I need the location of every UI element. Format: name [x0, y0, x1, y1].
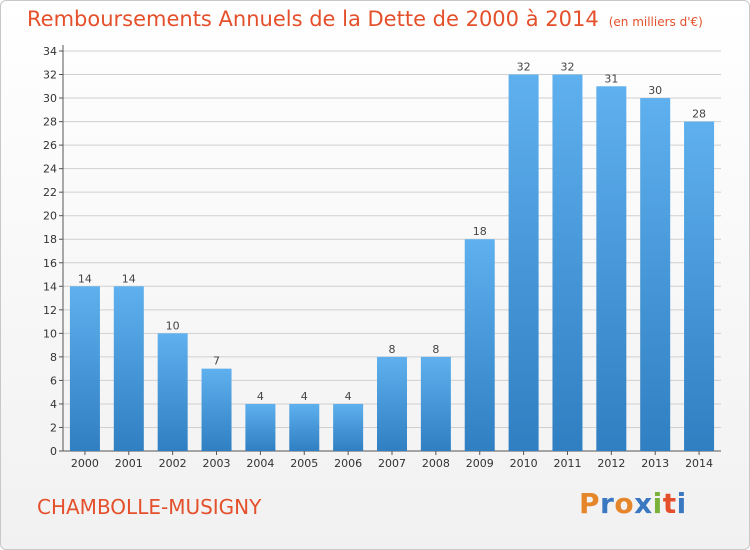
value-label-2011: 32 — [560, 61, 574, 74]
y-tick-label: 18 — [43, 233, 57, 246]
value-label-2005: 4 — [301, 390, 308, 403]
data-labels: 14 14 10 7 4 4 4 8 8 18 32 32 31 30 28 — [78, 61, 706, 403]
x-tick-label-2011: 2011 — [553, 457, 581, 470]
bar-2001 — [113, 286, 144, 451]
value-label-2001: 14 — [122, 272, 136, 285]
x-tick-label-2008: 2008 — [422, 457, 450, 470]
y-tick-label: 26 — [43, 139, 57, 152]
x-tick-label-2005: 2005 — [290, 457, 318, 470]
y-tick-label: 0 — [50, 445, 57, 458]
bar-2003 — [201, 368, 232, 451]
y-tick-label: 8 — [50, 351, 57, 364]
chart-title-unit: (en milliers d'€) — [608, 15, 703, 29]
bar-2005 — [289, 403, 320, 451]
y-tick-label: 34 — [43, 45, 57, 58]
x-tick-label-2010: 2010 — [510, 457, 538, 470]
x-tick-label-2000: 2000 — [71, 457, 99, 470]
x-tick-label-2009: 2009 — [466, 457, 494, 470]
y-tick-label: 12 — [43, 304, 57, 317]
value-label-2012: 31 — [604, 72, 618, 85]
y-tick-label: 30 — [43, 92, 57, 105]
value-label-2014: 28 — [692, 108, 706, 121]
bar-2004 — [245, 403, 276, 451]
bar-2014 — [684, 121, 715, 452]
y-tick-label: 4 — [50, 398, 57, 411]
x-tick-label-2006: 2006 — [334, 457, 362, 470]
bar-2011 — [552, 74, 583, 451]
y-tick-label: 20 — [43, 210, 57, 223]
value-label-2003: 7 — [213, 355, 220, 368]
logo-letter: i — [652, 487, 663, 520]
logo-letter: r — [600, 487, 615, 520]
value-label-2000: 14 — [78, 272, 92, 285]
logo-letter: o — [614, 487, 635, 520]
bar-2012 — [596, 86, 627, 451]
x-tick-label-2007: 2007 — [378, 457, 406, 470]
proxiti-logo: Proxiti — [579, 487, 687, 520]
bar-2008 — [420, 356, 451, 451]
value-label-2008: 8 — [432, 343, 439, 356]
y-tick-label: 22 — [43, 186, 57, 199]
logo-letter: P — [579, 487, 601, 520]
bar-2006 — [333, 403, 364, 451]
chart-title-main: Remboursements Annuels de la Dette de 20… — [27, 7, 599, 31]
value-label-2007: 8 — [389, 343, 396, 356]
value-label-2013: 30 — [648, 84, 662, 97]
y-tick-label: 16 — [43, 257, 57, 270]
y-tick-label: 6 — [50, 374, 57, 387]
chart-title: Remboursements Annuels de la Dette de 20… — [27, 7, 703, 31]
bar-2010 — [508, 74, 539, 451]
logo-letter: t — [662, 487, 677, 520]
bar-2002 — [157, 333, 188, 451]
value-label-2004: 4 — [257, 390, 264, 403]
bar-2013 — [640, 98, 671, 451]
y-tick-label: 10 — [43, 327, 57, 340]
x-tick-label-2014: 2014 — [685, 457, 713, 470]
value-label-2010: 32 — [517, 61, 531, 74]
y-tick-label: 14 — [43, 280, 57, 293]
y-tick-label: 2 — [50, 421, 57, 434]
bar-2009 — [464, 239, 495, 451]
bar-2007 — [377, 356, 407, 451]
x-tick-label-2001: 2001 — [115, 457, 143, 470]
value-label-2006: 4 — [345, 390, 352, 403]
bar-2000 — [69, 286, 100, 451]
x-tick-label-2012: 2012 — [597, 457, 625, 470]
bars — [69, 74, 715, 452]
x-tick-label-2004: 2004 — [246, 457, 274, 470]
x-axis-ticks: 2000 2001 2002 2003 2004 2005 2006 2007 2008 2009… — [71, 451, 713, 470]
commune-name: CHAMBOLLE-MUSIGNY — [37, 495, 262, 519]
value-label-2009: 18 — [473, 225, 487, 238]
x-tick-label-2003: 2003 — [203, 457, 231, 470]
y-tick-label: 28 — [43, 116, 57, 129]
logo-letter: x — [634, 487, 653, 520]
value-label-2002: 10 — [166, 319, 180, 332]
x-tick-label-2002: 2002 — [159, 457, 187, 470]
y-tick-label: 32 — [43, 69, 57, 82]
y-tick-label: 24 — [43, 163, 57, 176]
logo-letter: i — [676, 487, 687, 520]
x-tick-label-2013: 2013 — [641, 457, 669, 470]
